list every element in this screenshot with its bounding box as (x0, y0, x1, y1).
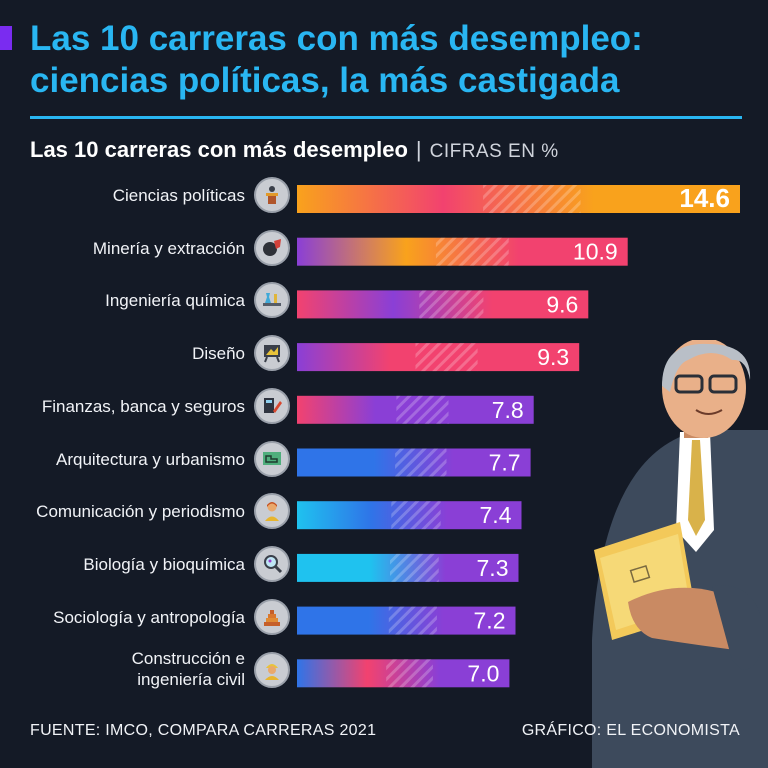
chart-title: Las 10 carreras con más desempleo (30, 137, 408, 162)
chart-units: CIFRAS EN % (429, 141, 559, 162)
source-note: FUENTE: IMCO, COMPARA CARRERAS 2021 (30, 722, 377, 739)
bar-value-label: 7.0 (467, 660, 499, 686)
bar-hatch (415, 343, 478, 372)
chart-subtitle: Las 10 carreras con más desempleo | CIFRAS… (30, 135, 559, 167)
finance-calculator-icon (254, 388, 290, 424)
category-label: Sociología y antropología (53, 608, 245, 627)
accent-mark (0, 26, 12, 50)
bar-hatch (419, 290, 484, 319)
politician-podium-icon (254, 177, 290, 213)
microscope-magnifier-icon (254, 546, 290, 582)
page-title: Las 10 carreras con más desempleo: cienc… (30, 18, 750, 102)
bar-value-label: 10.9 (573, 239, 618, 265)
bar-value-label: 9.3 (537, 344, 569, 370)
title-line-1: Las 10 carreras con más desempleo: (30, 19, 643, 58)
bar (297, 185, 740, 213)
bar-value-label: 9.6 (546, 291, 578, 317)
architecture-blueprint-icon (254, 441, 290, 477)
category-label: Diseño (192, 344, 245, 363)
bar (297, 395, 534, 424)
bar (297, 659, 510, 688)
journalist-icon (254, 493, 290, 529)
bar-hatch (390, 553, 439, 582)
category-label: Comunicación y periodismo (36, 502, 245, 521)
category-label: Arquitectura y urbanismo (56, 450, 245, 469)
bar-value-label: 14.6 (679, 183, 730, 213)
category-label: Construcción e ingeniería civil (131, 649, 245, 689)
category-label: Minería y extracción (92, 239, 245, 258)
businessman-illustration (592, 340, 768, 768)
category-label: Ciencias políticas (112, 186, 245, 205)
bar-value-label: 7.4 (480, 502, 512, 528)
bar (297, 606, 516, 635)
bar-value-label: 7.8 (492, 397, 524, 423)
bar-hatch (388, 606, 437, 635)
bar (297, 501, 522, 530)
category-label: Biología y bioquímica (83, 555, 245, 574)
mining-cart-icon (254, 230, 290, 266)
pyramid-icon (254, 599, 290, 635)
title-divider (30, 116, 742, 119)
bar-hatch (483, 185, 581, 213)
bar-value-label: 7.7 (489, 450, 521, 476)
credit-note: GRÁFICO: EL ECONOMISTA (521, 722, 740, 739)
title-line-2: ciencias políticas, la más castigada (30, 61, 620, 100)
category-label: Finanzas, banca y seguros (41, 397, 245, 416)
bar (297, 290, 589, 319)
bar-hatch (395, 448, 447, 477)
bar (297, 343, 580, 372)
design-easel-icon (254, 335, 290, 371)
bar (297, 237, 628, 266)
bar-value-label: 7.3 (477, 555, 509, 581)
category-label: Ingeniería química (105, 291, 245, 310)
chemistry-lab-icon (254, 282, 290, 318)
bar (297, 448, 531, 477)
bar-hatch (386, 659, 433, 688)
bar-hatch (435, 237, 509, 266)
subtitle-separator: | (415, 137, 422, 162)
construction-worker-icon (254, 652, 290, 688)
bar-hatch (396, 395, 449, 424)
bar (297, 553, 519, 582)
bar-hatch (391, 501, 441, 530)
bar-value-label: 7.2 (474, 608, 506, 634)
